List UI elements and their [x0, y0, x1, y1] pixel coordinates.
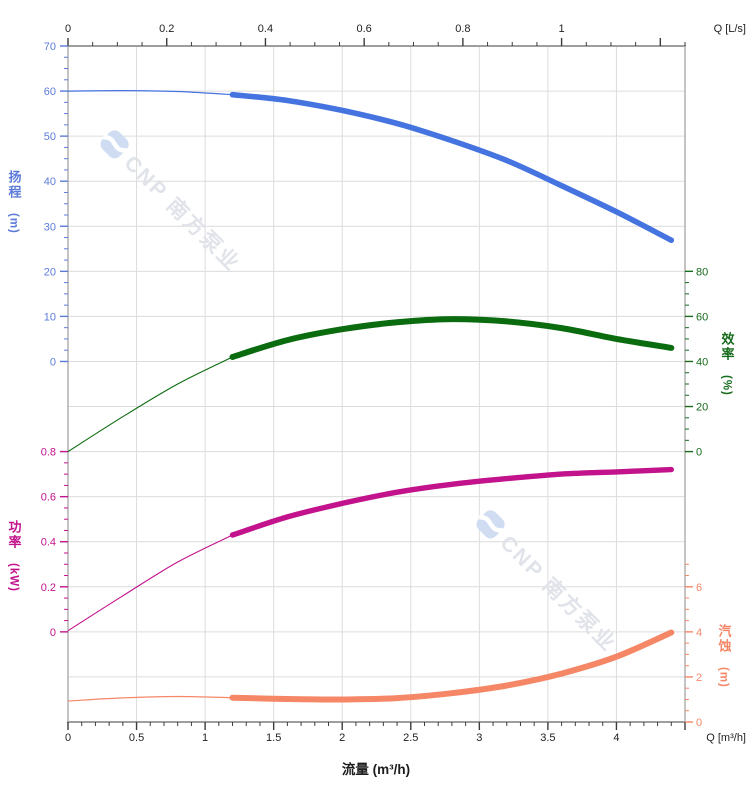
efficiency-axis-unit: (%)	[720, 374, 733, 396]
efficiency-axis-title: 效率 (%)	[719, 332, 735, 396]
power-axis-title: 功率 (kW)	[6, 520, 22, 592]
power-axis-ticks: 0.8 0.6 0.4 0.2 0	[41, 447, 68, 639]
head-curve-bold-segment	[229, 91, 675, 243]
axis-tick-label: 0	[696, 717, 702, 729]
axis-tick-label: 60	[44, 86, 56, 98]
axis-tick-label: 60	[696, 311, 708, 323]
axis-tick-label: 0.2	[159, 23, 174, 35]
axis-tick-label: 1	[202, 732, 208, 744]
power-curve-thin-segment	[67, 534, 233, 632]
watermark-text: CNP 南方泵业	[496, 531, 622, 657]
cnp-watermark: CNP 南方泵业	[100, 130, 246, 277]
axis-tick-label: 3	[476, 732, 482, 744]
axis-tick-label: 4	[696, 627, 702, 639]
efficiency-curve-thin-segment	[67, 356, 233, 453]
axis-tick-label: 0	[65, 23, 71, 35]
axis-tick-label: 1	[559, 23, 565, 35]
axis-tick-label: 0.8	[41, 447, 56, 459]
cnp-logo-swoosh	[103, 135, 128, 153]
cnp-logo-swoosh	[479, 515, 504, 533]
axis-tick-label: 0.8	[455, 23, 470, 35]
axis-tick-label: 40	[44, 176, 56, 188]
axis-tick-label: 6	[696, 582, 702, 594]
npsh-axis-ticks: 6 4 2 0	[685, 563, 702, 729]
axis-tick-label: 50	[44, 131, 56, 143]
axis-tick-label: 30	[44, 221, 56, 233]
bottom-axis-unit-label: Q [m³/h]	[706, 732, 746, 744]
axis-tick-label: 0	[65, 732, 71, 744]
axis-tick-label: 0	[50, 356, 56, 368]
efficiency-axis-ticks: 80 60 40 20 0	[685, 266, 708, 459]
axis-tick-label: 2.5	[403, 732, 418, 744]
axis-tick-label: 40	[696, 356, 708, 368]
axis-tick-label: 4	[613, 732, 619, 744]
power-curve-bold-segment	[229, 466, 674, 538]
efficiency-axis-title-text: 效率	[719, 332, 735, 362]
npsh-axis-title-text: 汽蚀	[716, 624, 732, 654]
top-axis-ticks: 0 0.2 0.4 0.6 0.8 1 Q [L/s]	[65, 23, 746, 46]
axis-tick-label: 0.6	[41, 492, 56, 504]
power-curve	[67, 466, 674, 632]
head-axis-title: 扬程 (m)	[6, 170, 22, 234]
axis-tick-label: 0.5	[129, 732, 144, 744]
axis-tick-label: 0	[50, 627, 56, 639]
axis-tick-label: 80	[696, 266, 708, 278]
axis-tick-label: 2	[696, 672, 702, 684]
bottom-axis-ticks: 0 0.5 1 1.5 2 2.5 3 3.5 4 Q [m³/h]	[65, 722, 746, 744]
head-axis-title-text: 扬程	[6, 170, 22, 200]
flow-axis-title: 流量 (m³/h)	[341, 762, 411, 777]
npsh-curve	[67, 629, 675, 703]
axis-tick-label: 1.5	[266, 732, 281, 744]
axis-tick-label: 0	[696, 447, 702, 459]
axis-tick-label: 20	[696, 402, 708, 414]
axis-tick-label: 3.5	[540, 732, 555, 744]
power-axis-title-text: 功率	[6, 520, 22, 550]
cnp-watermark: CNP 南方泵业	[476, 510, 622, 657]
top-axis-unit-label: Q [L/s]	[714, 23, 746, 35]
watermark-text: CNP 南方泵业	[120, 151, 246, 277]
npsh-axis-title: 汽蚀 (m)	[716, 624, 732, 688]
efficiency-curve	[67, 316, 675, 453]
axis-tick-label: 70	[44, 41, 56, 53]
efficiency-curve-bold-segment	[229, 316, 675, 360]
head-curve	[67, 89, 675, 243]
axis-tick-label: 0.4	[258, 23, 273, 35]
head-curve-thin-segment	[67, 89, 233, 96]
head-axis-ticks: 70 60 50 40 30 20 10 0	[44, 41, 68, 368]
axis-tick-label: 10	[44, 311, 56, 323]
power-axis-unit: (kW)	[7, 562, 20, 592]
npsh-curve-bold-segment	[229, 629, 675, 703]
head-axis-unit: (m)	[7, 212, 20, 234]
axis-tick-label: 0.2	[41, 582, 56, 594]
npsh-axis-unit: (m)	[717, 666, 730, 688]
axis-tick-label: 20	[44, 266, 56, 278]
axis-tick-label: 0.4	[41, 537, 56, 549]
axis-tick-label: 2	[339, 732, 345, 744]
axis-tick-label: 0.6	[357, 23, 372, 35]
npsh-curve-thin-segment	[67, 695, 233, 702]
